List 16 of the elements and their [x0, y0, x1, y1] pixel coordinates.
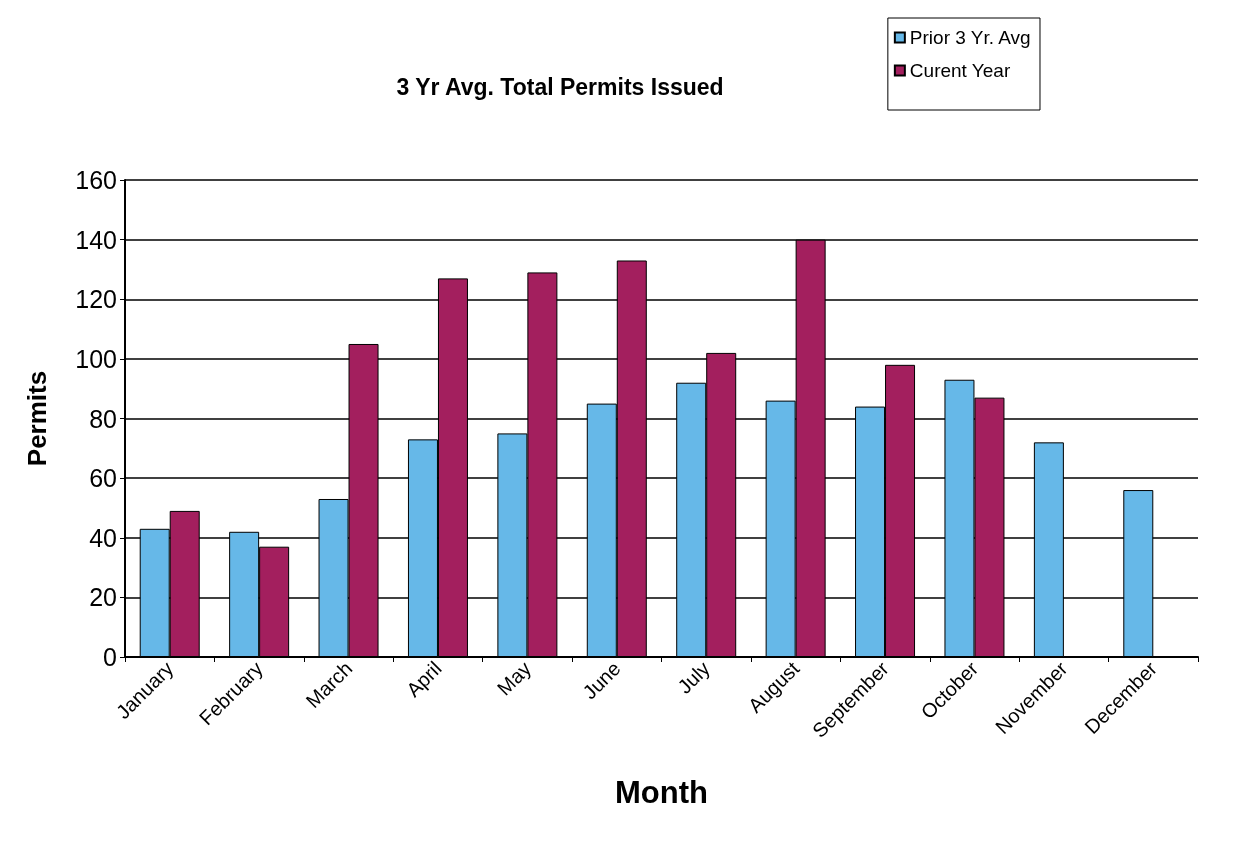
x-axis-title: Month — [615, 775, 708, 810]
y-axis-title: Permits — [22, 370, 52, 467]
y-tick-label: 140 — [75, 225, 117, 254]
y-tick-label: 40 — [89, 523, 117, 552]
y-tick-label: 80 — [89, 404, 117, 433]
chart-title: 3 Yr Avg. Total Permits Issued — [396, 73, 724, 100]
legend-label: Curent Year — [909, 60, 1011, 81]
y-tick-label: 0 — [103, 643, 117, 671]
x-tick-label: May — [492, 657, 536, 700]
y-tick-label: 20 — [89, 583, 117, 612]
y-tick-label: 160 — [75, 166, 117, 194]
legend-label: Prior 3 Yr. Avg — [909, 27, 1031, 48]
y-tick-label: 60 — [89, 464, 117, 493]
y-tick-label: 120 — [75, 285, 117, 314]
x-tick-label: July — [673, 657, 714, 698]
y-tick-label: 100 — [75, 344, 117, 373]
